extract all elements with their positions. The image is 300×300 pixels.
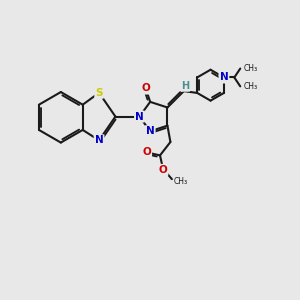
- Text: CH₃: CH₃: [244, 82, 258, 91]
- Text: N: N: [135, 112, 144, 122]
- Text: N: N: [146, 126, 154, 136]
- Text: S: S: [95, 88, 103, 98]
- Text: N: N: [95, 135, 103, 145]
- Text: CH₃: CH₃: [244, 64, 258, 73]
- Text: O: O: [159, 165, 167, 175]
- Text: CH₃: CH₃: [173, 177, 188, 186]
- Text: O: O: [141, 83, 150, 94]
- Text: O: O: [142, 147, 151, 158]
- Text: H: H: [181, 81, 189, 91]
- Text: N: N: [220, 73, 228, 82]
